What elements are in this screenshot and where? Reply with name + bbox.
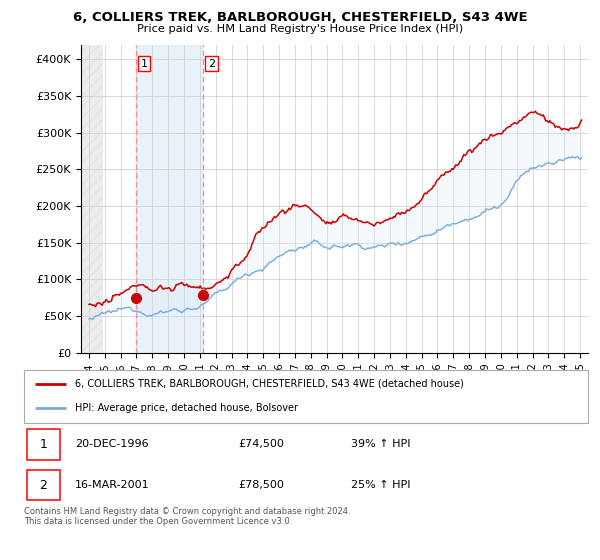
Bar — [136, 45, 203, 353]
Text: 25% ↑ HPI: 25% ↑ HPI — [351, 480, 410, 490]
Text: 2: 2 — [39, 479, 47, 492]
Text: 1: 1 — [140, 59, 148, 69]
Text: 39% ↑ HPI: 39% ↑ HPI — [351, 440, 410, 450]
FancyBboxPatch shape — [27, 429, 59, 460]
Text: 6, COLLIERS TREK, BARLBOROUGH, CHESTERFIELD, S43 4WE (detached house): 6, COLLIERS TREK, BARLBOROUGH, CHESTERFI… — [75, 379, 464, 389]
Text: HPI: Average price, detached house, Bolsover: HPI: Average price, detached house, Bols… — [75, 403, 298, 413]
Text: £78,500: £78,500 — [238, 480, 284, 490]
Text: £74,500: £74,500 — [238, 440, 284, 450]
Text: 16-MAR-2001: 16-MAR-2001 — [75, 480, 149, 490]
Text: 1: 1 — [39, 438, 47, 451]
Bar — [81, 45, 103, 353]
Text: Price paid vs. HM Land Registry's House Price Index (HPI): Price paid vs. HM Land Registry's House … — [137, 24, 463, 34]
Text: Contains HM Land Registry data © Crown copyright and database right 2024.
This d: Contains HM Land Registry data © Crown c… — [24, 507, 350, 526]
Text: 6, COLLIERS TREK, BARLBOROUGH, CHESTERFIELD, S43 4WE: 6, COLLIERS TREK, BARLBOROUGH, CHESTERFI… — [73, 11, 527, 24]
Text: 20-DEC-1996: 20-DEC-1996 — [75, 440, 148, 450]
FancyBboxPatch shape — [27, 470, 59, 501]
Text: 2: 2 — [208, 59, 215, 69]
